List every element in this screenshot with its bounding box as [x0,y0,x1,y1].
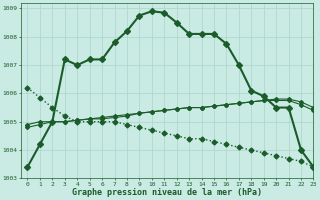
X-axis label: Graphe pression niveau de la mer (hPa): Graphe pression niveau de la mer (hPa) [72,188,262,197]
